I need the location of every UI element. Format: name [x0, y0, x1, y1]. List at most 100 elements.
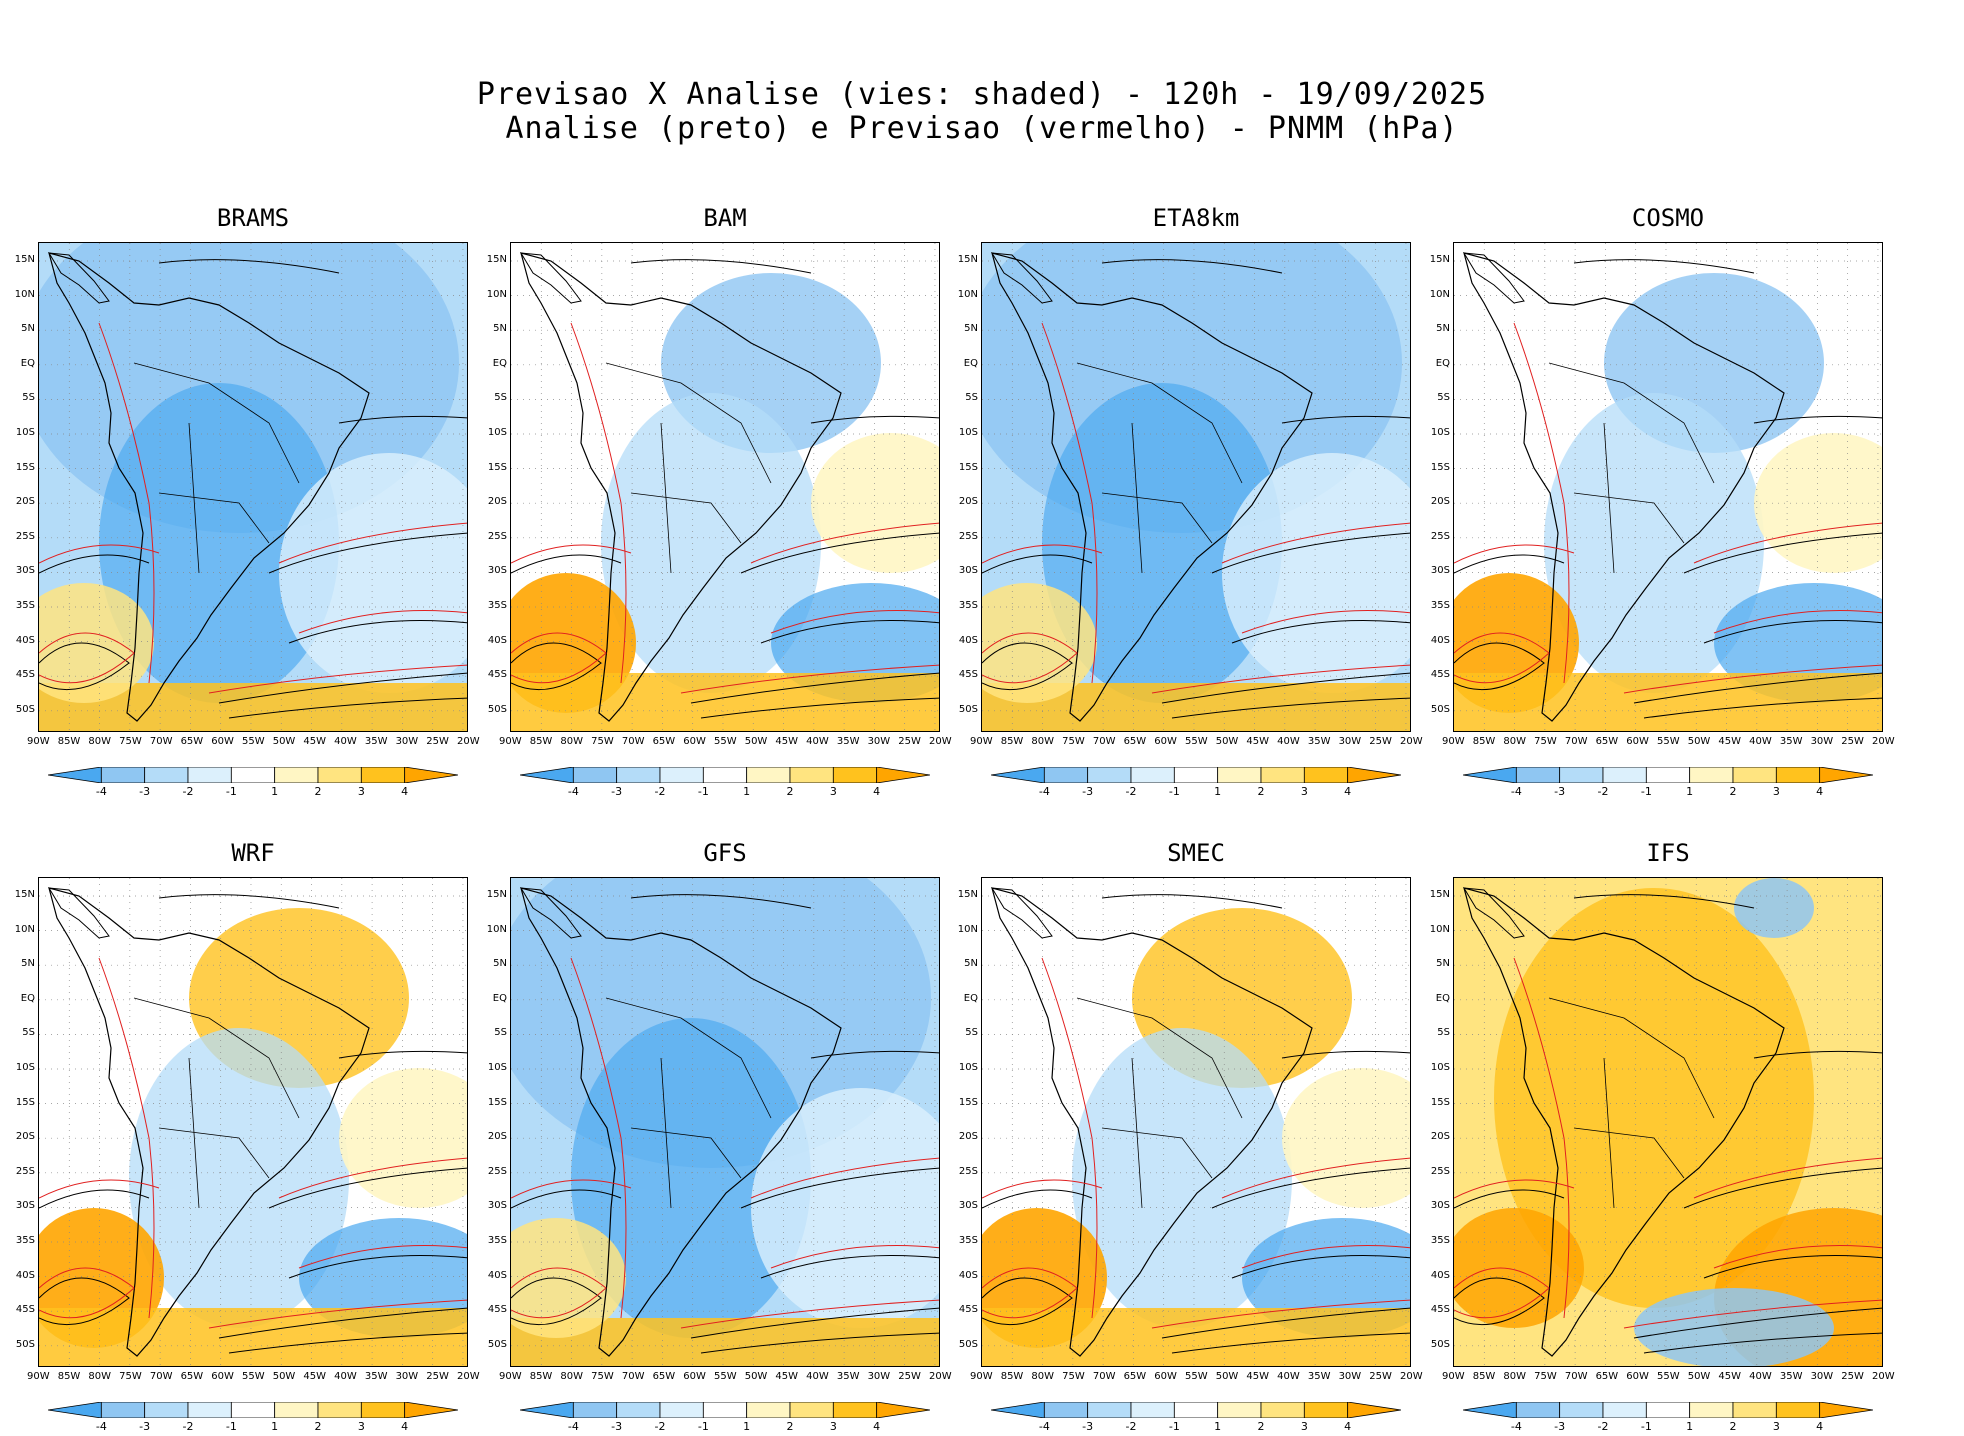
colorbar-segment — [317, 1402, 362, 1418]
lon-tick: 45W — [775, 1371, 799, 1382]
lat-tick: 15S — [958, 461, 978, 473]
colorbar-label: -4 — [1510, 785, 1522, 798]
colorbar-label: 3 — [357, 785, 365, 798]
colorbar-label: 4 — [873, 785, 881, 798]
lon-tick: 35W — [836, 1371, 860, 1382]
lon-tick: 60W — [1154, 1371, 1177, 1382]
colorbar-segment — [1087, 1402, 1132, 1418]
lon-tick: 45W — [303, 736, 327, 747]
lon-tick: 35W — [1307, 1371, 1331, 1382]
colorbar-segment — [1347, 1402, 1401, 1418]
lon-tick: 45W — [775, 736, 799, 747]
lat-tick: 35S — [487, 1235, 507, 1246]
lat-tick: 25S — [1430, 1165, 1450, 1177]
lat-tick: 20S — [487, 496, 507, 508]
lat-tick: EQ — [1435, 992, 1450, 1004]
lat-tick: 15S — [15, 1096, 35, 1108]
colorbar-segment — [746, 767, 791, 783]
lon-tick: 40W — [806, 736, 829, 747]
lat-tick: 5S — [965, 392, 978, 404]
colorbar-segment — [1775, 1402, 1821, 1418]
lon-tick: 80W — [88, 736, 112, 747]
colorbar-label: 4 — [1816, 785, 1824, 798]
colorbar-segment — [789, 767, 834, 783]
lon-tick: 90W — [27, 736, 50, 747]
lon-tick: 50W — [272, 736, 296, 747]
colorbar-segment — [1087, 767, 1132, 783]
lon-tick: 50W — [1687, 1371, 1711, 1382]
map-svg — [511, 878, 939, 1366]
colorbar-label: -1 — [1640, 785, 1652, 798]
colorbar-label: -1 — [1168, 785, 1180, 798]
lat-tick: 40S — [487, 634, 507, 646]
lat-tick: 15N — [14, 254, 35, 265]
lat-tick: 15S — [1430, 1096, 1450, 1108]
lat-tick: 10N — [486, 923, 507, 935]
colorbar-label: -4 — [95, 785, 107, 798]
lon-tick: 80W — [88, 1371, 112, 1382]
colorbar-segment — [144, 767, 189, 783]
bias-map — [38, 877, 468, 1367]
lon-tick: 50W — [744, 1371, 768, 1382]
colorbar-label: 2 — [314, 785, 322, 798]
lon-tick: 70W — [621, 736, 645, 747]
bias-map — [981, 242, 1411, 732]
lat-tick: 10N — [957, 923, 978, 935]
lat-tick: 15S — [15, 461, 35, 473]
colorbar — [520, 767, 930, 783]
map-svg — [982, 243, 1410, 731]
lon-tick: 25W — [1369, 1371, 1392, 1382]
colorbar-segment — [404, 1402, 458, 1418]
lat-tick: 40S — [15, 1269, 35, 1281]
colorbar-segment — [1819, 767, 1873, 783]
colorbar-label: 4 — [401, 785, 409, 798]
lon-tick: 45W — [1718, 736, 1742, 747]
lat-tick: 10S — [15, 1062, 35, 1073]
colorbar-segment — [876, 1402, 930, 1418]
lon-tick: 85W — [1472, 736, 1496, 747]
lon-tick: 50W — [1687, 736, 1711, 747]
colorbar-segment — [1043, 1402, 1089, 1418]
colorbar-label: -2 — [1597, 785, 1609, 798]
lat-tick: 5S — [494, 392, 507, 404]
lat-tick: 10S — [1430, 1062, 1450, 1073]
lon-tick: 20W — [929, 736, 952, 747]
lon-tick: 40W — [1749, 736, 1772, 747]
lon-tick: 25W — [1841, 736, 1864, 747]
lon-tick: 85W — [1472, 1371, 1496, 1382]
map-svg — [511, 243, 939, 731]
colorbar-segment — [1260, 1402, 1305, 1418]
colorbar — [1463, 767, 1873, 783]
lon-tick: 50W — [744, 736, 768, 747]
lat-tick: 30S — [1430, 565, 1450, 577]
colorbar-segment — [1260, 767, 1305, 783]
colorbar-label: -3 — [611, 1420, 623, 1433]
colorbar-label: 1 — [271, 1420, 279, 1433]
bias-map — [1453, 242, 1883, 732]
colorbar-segment — [1173, 767, 1219, 783]
lon-tick: 50W — [272, 1371, 296, 1382]
lat-tick: 15N — [14, 889, 35, 900]
map-svg — [1454, 243, 1882, 731]
colorbar-label: -2 — [654, 785, 666, 798]
lat-tick: 50S — [958, 703, 978, 715]
lat-tick: 20S — [15, 496, 35, 508]
lat-tick: 45S — [1430, 1304, 1450, 1316]
colorbar-label: -3 — [1554, 785, 1566, 798]
colorbar-label: -3 — [139, 1420, 151, 1433]
colorbar-label: -2 — [182, 1420, 194, 1433]
lat-tick: 10N — [1429, 923, 1450, 935]
lat-tick: 35S — [15, 600, 35, 611]
figure-title-line2: Analise (preto) e Previsao (vermelho) - … — [505, 111, 1459, 146]
lon-tick: 85W — [529, 736, 553, 747]
lon-tick: 70W — [1092, 1371, 1116, 1382]
colorbar — [1463, 1402, 1873, 1418]
colorbar-label: -1 — [225, 1420, 237, 1433]
colorbar — [520, 1402, 930, 1418]
lon-tick: 70W — [149, 736, 173, 747]
colorbar-label: 1 — [1686, 1420, 1694, 1433]
colorbar-segment — [572, 1402, 618, 1418]
lat-tick: 30S — [487, 1200, 507, 1212]
colorbar-segment — [1689, 1402, 1734, 1418]
colorbar-label: -3 — [611, 785, 623, 798]
